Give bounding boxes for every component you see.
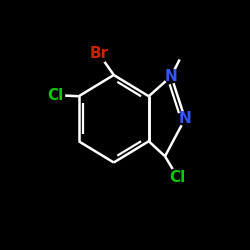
Text: Cl: Cl xyxy=(170,170,186,185)
Circle shape xyxy=(89,44,108,63)
Circle shape xyxy=(178,112,192,126)
Text: Br: Br xyxy=(89,46,108,61)
Circle shape xyxy=(164,70,178,83)
Circle shape xyxy=(168,168,187,187)
Text: Cl: Cl xyxy=(47,88,63,102)
Text: N: N xyxy=(165,69,177,84)
Circle shape xyxy=(46,86,64,104)
Text: N: N xyxy=(178,111,192,126)
